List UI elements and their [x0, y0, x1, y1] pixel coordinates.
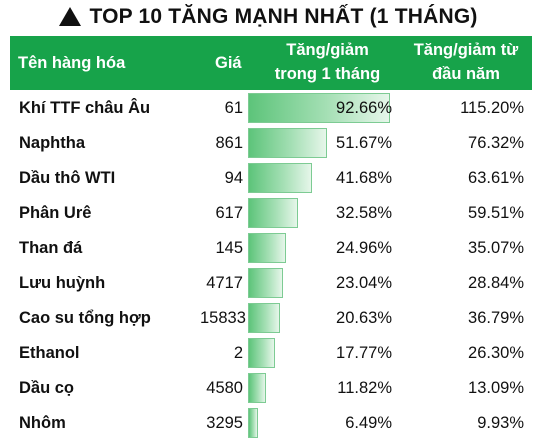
- data-bar-cell: [248, 266, 393, 301]
- data-bar-cell: [248, 406, 393, 441]
- header-change: Tăng/giảm trong 1 tháng: [255, 38, 400, 86]
- commodity-price: 61: [224, 99, 243, 117]
- data-bar: [248, 163, 312, 193]
- change-1-month: 6.49%: [345, 414, 392, 432]
- header-price: Giá: [215, 54, 242, 72]
- commodity-name: Khí TTF châu Âu: [19, 99, 151, 117]
- change-1-month: 20.63%: [336, 309, 392, 327]
- change-1-month: 51.67%: [336, 134, 392, 152]
- table-title-text: TOP 10 TĂNG MẠNH NHẤT (1 THÁNG): [89, 5, 478, 28]
- commodity-name: Naphtha: [19, 134, 85, 152]
- data-bar: [248, 338, 276, 368]
- change-1-month: 24.96%: [336, 239, 392, 257]
- commodity-price: 4717: [206, 274, 243, 292]
- change-ytd: 13.09%: [468, 379, 524, 397]
- change-ytd: 35.07%: [468, 239, 524, 257]
- change-ytd: 36.79%: [468, 309, 524, 327]
- change-ytd: 59.51%: [468, 204, 524, 222]
- change-ytd: 76.32%: [468, 134, 524, 152]
- data-bar: [248, 303, 280, 333]
- data-bar: [248, 233, 287, 263]
- data-bar-cell: [248, 336, 393, 371]
- commodity-price: 4580: [206, 379, 243, 397]
- data-bar: [248, 198, 298, 228]
- change-1-month: 11.82%: [337, 379, 392, 397]
- data-bar-cell: [248, 161, 393, 196]
- data-bar-cell: [248, 231, 393, 266]
- header-name: Tên hàng hóa: [18, 54, 126, 72]
- commodity-price: 15833: [200, 309, 246, 327]
- table-row: Naphtha 861 51.67% 76.32%: [10, 126, 532, 161]
- data-bar-cell: [248, 301, 393, 336]
- commodity-name: Cao su tổng hợp: [19, 309, 151, 327]
- data-bar: [248, 268, 284, 298]
- commodity-name: Dầu thô WTI: [19, 169, 116, 187]
- table-row: Nhôm 3295 6.49% 9.93%: [10, 406, 532, 441]
- commodity-price: 861: [215, 134, 243, 152]
- data-bar: [248, 128, 328, 158]
- data-bar: [248, 408, 258, 438]
- header-ytd: Tăng/giảm từ đầu năm: [400, 38, 532, 86]
- table-row: Phân Urê 617 32.58% 59.51%: [10, 196, 532, 231]
- triangle-up-icon: [59, 6, 82, 26]
- data-bar-cell: [248, 91, 393, 126]
- data-bar: [248, 93, 390, 123]
- commodity-name: Ethanol: [19, 344, 80, 362]
- change-1-month: 41.68%: [336, 169, 392, 187]
- change-ytd: 9.93%: [477, 414, 524, 432]
- change-1-month: 17.77%: [336, 344, 392, 362]
- change-1-month: 32.58%: [336, 204, 392, 222]
- table-header: Tên hàng hóa Giá Tăng/giảm trong 1 tháng…: [10, 36, 532, 90]
- change-ytd: 28.84%: [468, 274, 524, 292]
- commodity-price: 617: [215, 204, 243, 222]
- table-row: Lưu huỳnh 4717 23.04% 28.84%: [10, 266, 532, 301]
- data-bar-cell: [248, 196, 393, 231]
- table-row: Dầu thô WTI 94 41.68% 63.61%: [10, 161, 532, 196]
- table-row: Dầu cọ 4580 11.82% 13.09%: [10, 371, 532, 406]
- table-row: Than đá 145 24.96% 35.07%: [10, 231, 532, 266]
- commodity-name: Dầu cọ: [19, 379, 75, 397]
- change-ytd: 115.20%: [460, 99, 524, 117]
- header-change-line1: Tăng/giảm: [286, 41, 369, 59]
- commodity-name: Nhôm: [19, 414, 66, 432]
- change-1-month: 23.04%: [336, 274, 392, 292]
- commodity-price: 94: [224, 169, 243, 187]
- change-1-month: 92.66%: [336, 99, 392, 117]
- data-bar-cell: [248, 126, 393, 161]
- commodity-price: 3295: [206, 414, 243, 432]
- change-ytd: 63.61%: [468, 169, 524, 187]
- commodity-price: 145: [215, 239, 243, 257]
- commodity-name: Lưu huỳnh: [19, 274, 106, 292]
- header-ytd-line2: đầu năm: [432, 65, 500, 83]
- table-row: Ethanol 2 17.77% 26.30%: [10, 336, 532, 371]
- table-body: Khí TTF châu Âu 61 92.66% 115.20% Naphtha 861…: [10, 91, 532, 441]
- table-row: Khí TTF châu Âu 61 92.66% 115.20%: [10, 91, 532, 126]
- table-title: TOP 10 TĂNG MẠNH NHẤT (1 THÁNG): [0, 0, 537, 34]
- header-ytd-line1: Tăng/giảm từ: [413, 41, 519, 59]
- change-ytd: 26.30%: [468, 344, 524, 362]
- header-change-line2: trong 1 tháng: [274, 65, 381, 83]
- table-row: Cao su tổng hợp 15833 20.63% 36.79%: [10, 301, 532, 336]
- data-bar: [248, 373, 267, 403]
- commodity-name: Than đá: [19, 239, 83, 257]
- commodity-price: 2: [233, 344, 243, 362]
- data-bar-cell: [248, 371, 393, 406]
- commodity-name: Phân Urê: [19, 204, 92, 222]
